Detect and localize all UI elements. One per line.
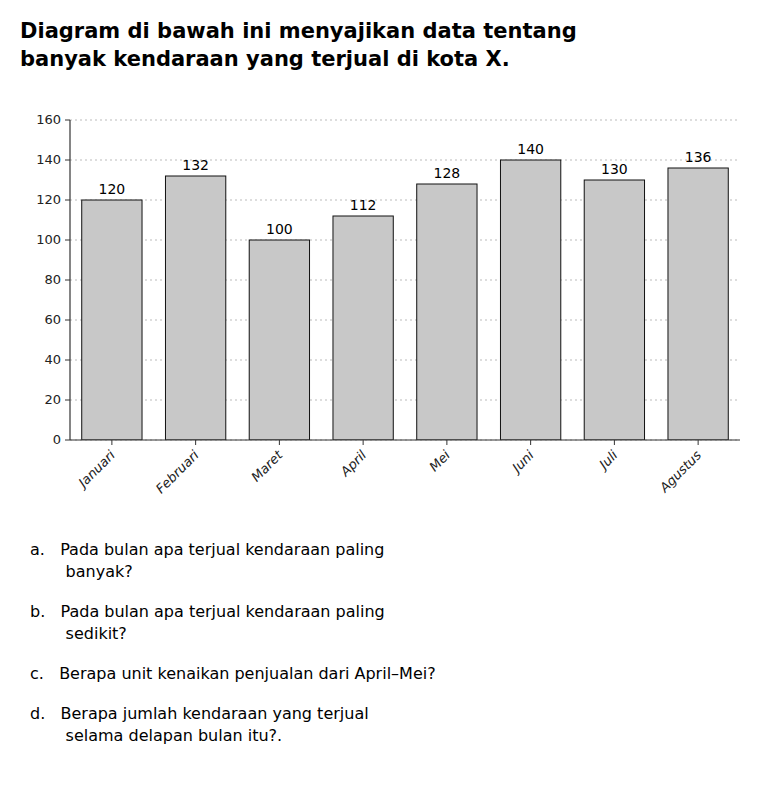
data-label: 100 bbox=[266, 221, 293, 237]
data-label: 136 bbox=[685, 149, 712, 165]
questions: a. Pada bulan apa terjual kendaraan pali… bbox=[30, 540, 436, 745]
y-tick-label: 100 bbox=[36, 232, 61, 247]
question-line: a. Pada bulan apa terjual kendaraan pali… bbox=[30, 540, 384, 559]
question-line: b. Pada bulan apa terjual kendaraan pali… bbox=[30, 602, 385, 621]
y-axis: 0 20 40 60 80 100 120 140 160 bbox=[36, 112, 740, 447]
chart-svg: Diagram di bawah ini menyajikan data ten… bbox=[0, 0, 763, 809]
x-tick-label: Agustus bbox=[656, 447, 704, 495]
data-labels: 120 132 100 112 128 140 130 136 bbox=[99, 141, 712, 237]
question: d. Berapa jumlah kendaraan yang terjual … bbox=[30, 704, 369, 745]
x-tick bbox=[698, 440, 699, 445]
bar bbox=[500, 160, 560, 440]
y-tick-label: 140 bbox=[36, 152, 61, 167]
x-tick-label: Januari bbox=[73, 447, 118, 492]
bar bbox=[584, 180, 644, 440]
y-tick-label: 120 bbox=[36, 192, 61, 207]
x-tick bbox=[279, 440, 280, 445]
y-tick-label: 40 bbox=[44, 352, 61, 367]
y-tick bbox=[65, 400, 70, 401]
y-axis-line bbox=[69, 120, 70, 440]
bars bbox=[82, 160, 729, 440]
x-tick-label: Juli bbox=[594, 447, 621, 474]
x-tick-label: Februari bbox=[153, 447, 202, 496]
question-line: c. Berapa unit kenaikan penjualan dari A… bbox=[30, 664, 436, 683]
title-line: Diagram di bawah ini menyajikan data ten… bbox=[20, 19, 577, 43]
title-line: banyak kendaraan yang terjual di kota X. bbox=[20, 47, 510, 71]
grid-line bbox=[70, 440, 740, 441]
x-tick bbox=[446, 440, 447, 445]
x-axis: Januari Februari Maret April Mei Juni Juli Agus… bbox=[73, 440, 704, 496]
x-axis-line bbox=[70, 439, 740, 440]
grid-line bbox=[70, 160, 740, 161]
y-tick-label: 160 bbox=[36, 112, 61, 127]
y-tick bbox=[65, 280, 70, 281]
x-tick bbox=[614, 440, 615, 445]
question-line: banyak? bbox=[30, 562, 133, 581]
question-line: sedikit? bbox=[30, 624, 127, 643]
x-tick bbox=[530, 440, 531, 445]
y-tick bbox=[65, 440, 70, 441]
data-label: 120 bbox=[99, 181, 126, 197]
bar bbox=[417, 184, 477, 440]
bar bbox=[249, 240, 309, 440]
data-label: 132 bbox=[182, 157, 209, 173]
x-tick-label: Juni bbox=[507, 447, 537, 477]
bar bbox=[333, 216, 393, 440]
y-tick bbox=[65, 360, 70, 361]
grid-line bbox=[70, 120, 740, 121]
data-label: 130 bbox=[601, 161, 628, 177]
x-tick bbox=[195, 440, 196, 445]
question: b. Pada bulan apa terjual kendaraan pali… bbox=[30, 602, 385, 643]
bar bbox=[82, 200, 142, 440]
x-tick bbox=[363, 440, 364, 445]
y-tick bbox=[65, 200, 70, 201]
y-tick-label: 0 bbox=[53, 432, 61, 447]
data-label: 140 bbox=[517, 141, 544, 157]
y-tick-label: 20 bbox=[44, 392, 61, 407]
x-tick-label: April bbox=[337, 447, 370, 480]
y-tick-label: 80 bbox=[44, 272, 61, 287]
data-label: 128 bbox=[434, 165, 461, 181]
y-tick bbox=[65, 120, 70, 121]
x-tick bbox=[111, 440, 112, 445]
x-tick-label: Maret bbox=[248, 447, 286, 485]
y-tick-label: 60 bbox=[44, 312, 61, 327]
title: Diagram di bawah ini menyajikan data ten… bbox=[20, 19, 577, 71]
data-label: 112 bbox=[350, 197, 377, 213]
bar bbox=[668, 168, 728, 440]
y-tick bbox=[65, 320, 70, 321]
y-tick bbox=[65, 240, 70, 241]
question: c. Berapa unit kenaikan penjualan dari A… bbox=[30, 664, 436, 683]
y-tick bbox=[65, 160, 70, 161]
question: a. Pada bulan apa terjual kendaraan pali… bbox=[30, 540, 384, 581]
bar bbox=[165, 176, 225, 440]
x-tick-label: Mei bbox=[426, 447, 453, 474]
question-line: selama delapan bulan itu?. bbox=[30, 726, 282, 745]
question-line: d. Berapa jumlah kendaraan yang terjual bbox=[30, 704, 369, 723]
